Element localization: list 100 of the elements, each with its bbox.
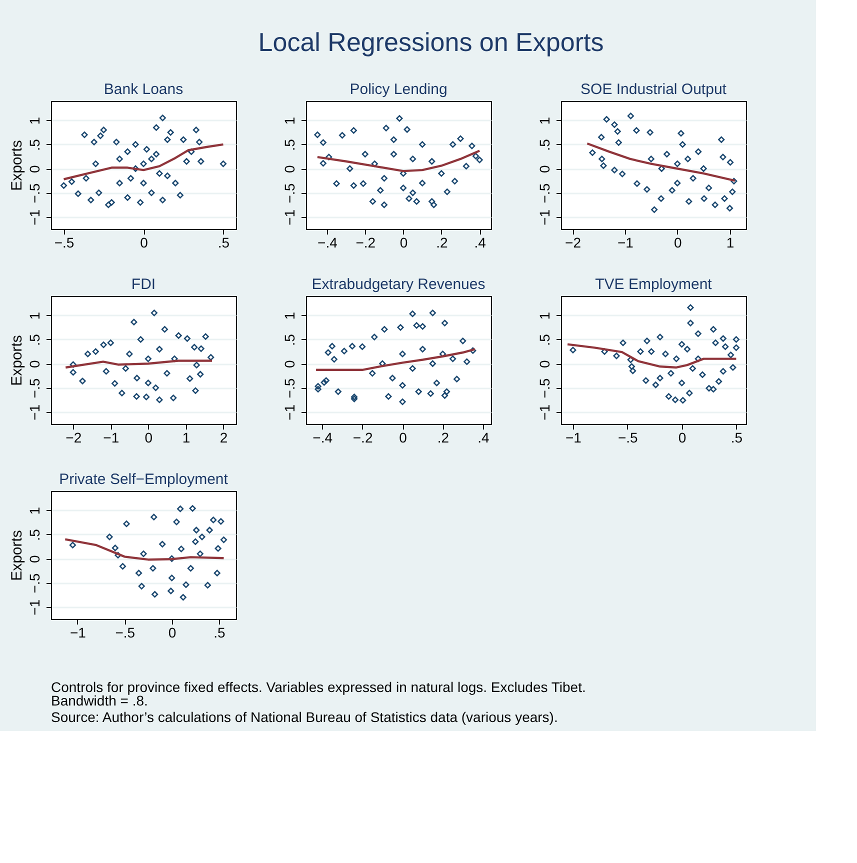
y-tick-label: 1 bbox=[26, 116, 42, 125]
point bbox=[113, 138, 120, 146]
point bbox=[189, 505, 196, 512]
point bbox=[644, 186, 650, 193]
point bbox=[419, 323, 426, 330]
point bbox=[687, 304, 694, 311]
y-tick-label: .5 bbox=[26, 334, 42, 346]
point bbox=[144, 380, 152, 386]
point bbox=[350, 396, 358, 402]
y-tick-label: 0 bbox=[282, 360, 298, 368]
point bbox=[390, 136, 398, 143]
point bbox=[399, 350, 406, 358]
point bbox=[644, 338, 650, 344]
point bbox=[100, 126, 107, 134]
point bbox=[171, 355, 178, 362]
point bbox=[186, 375, 194, 382]
x-tick-label: −.4 bbox=[318, 234, 338, 250]
point bbox=[449, 355, 456, 362]
point bbox=[390, 150, 398, 158]
point bbox=[699, 371, 706, 378]
point bbox=[152, 150, 160, 158]
x-tick-label: 2 bbox=[220, 430, 228, 446]
point bbox=[159, 114, 166, 122]
point bbox=[729, 188, 736, 196]
point bbox=[79, 378, 86, 384]
point bbox=[346, 165, 354, 172]
point bbox=[710, 386, 717, 393]
point bbox=[180, 136, 187, 143]
point bbox=[589, 149, 596, 156]
chart-title: Private Self−Employment bbox=[59, 471, 229, 488]
point bbox=[193, 362, 200, 368]
point bbox=[328, 342, 336, 350]
x-tick-label: −.5 bbox=[54, 234, 74, 250]
point bbox=[705, 184, 712, 192]
line-series bbox=[62, 143, 224, 180]
y-tick-label: 0 bbox=[26, 555, 42, 564]
point bbox=[716, 378, 722, 385]
point bbox=[668, 187, 676, 194]
point bbox=[600, 162, 607, 170]
point bbox=[137, 336, 144, 343]
point bbox=[684, 346, 691, 352]
point bbox=[156, 396, 163, 404]
point bbox=[430, 202, 438, 208]
y-tick-label: −.5 bbox=[26, 378, 42, 398]
point bbox=[397, 324, 404, 331]
point bbox=[138, 582, 145, 590]
y-axis-title: Exports bbox=[8, 140, 26, 191]
point bbox=[672, 396, 679, 404]
point bbox=[457, 135, 464, 142]
point bbox=[732, 344, 740, 351]
point bbox=[678, 341, 686, 348]
point bbox=[410, 189, 416, 196]
chart-title: Bank Loans bbox=[104, 81, 184, 98]
point bbox=[429, 310, 436, 316]
x-tick-label: −1 bbox=[565, 430, 582, 446]
point bbox=[634, 180, 640, 187]
point bbox=[443, 388, 450, 395]
x-tick-label: −2 bbox=[66, 430, 82, 446]
point bbox=[133, 393, 140, 400]
point bbox=[642, 377, 650, 384]
point bbox=[680, 397, 686, 404]
x-tick-label: .5 bbox=[214, 624, 226, 640]
point bbox=[410, 156, 416, 162]
point bbox=[164, 370, 170, 377]
point bbox=[116, 156, 123, 162]
point bbox=[409, 365, 416, 372]
point bbox=[678, 380, 686, 386]
y-tick-label: −.5 bbox=[536, 378, 552, 398]
y-tick-label: 1 bbox=[536, 116, 552, 125]
point bbox=[650, 206, 658, 213]
point bbox=[679, 141, 686, 148]
point bbox=[656, 374, 664, 382]
point bbox=[694, 330, 702, 337]
point bbox=[92, 348, 99, 355]
point bbox=[350, 394, 358, 400]
x-tick-label: 1 bbox=[182, 430, 190, 446]
point bbox=[198, 158, 204, 165]
point bbox=[720, 368, 726, 375]
x-tick-label: 0 bbox=[400, 234, 408, 250]
y-axis-title: Exports bbox=[8, 335, 26, 386]
point bbox=[88, 196, 94, 204]
point bbox=[380, 174, 388, 182]
point bbox=[92, 160, 99, 168]
point bbox=[687, 320, 694, 326]
point bbox=[396, 115, 403, 122]
point bbox=[429, 360, 436, 367]
point bbox=[182, 581, 190, 588]
point bbox=[400, 184, 407, 192]
point bbox=[140, 180, 147, 186]
point bbox=[100, 341, 107, 348]
x-tick-label: 0 bbox=[144, 430, 153, 446]
point bbox=[652, 382, 659, 388]
point bbox=[176, 192, 184, 198]
point bbox=[720, 335, 726, 342]
point bbox=[177, 506, 184, 512]
point bbox=[686, 390, 693, 396]
point bbox=[695, 148, 702, 156]
point bbox=[441, 320, 448, 326]
point bbox=[664, 150, 670, 158]
point bbox=[70, 369, 76, 376]
